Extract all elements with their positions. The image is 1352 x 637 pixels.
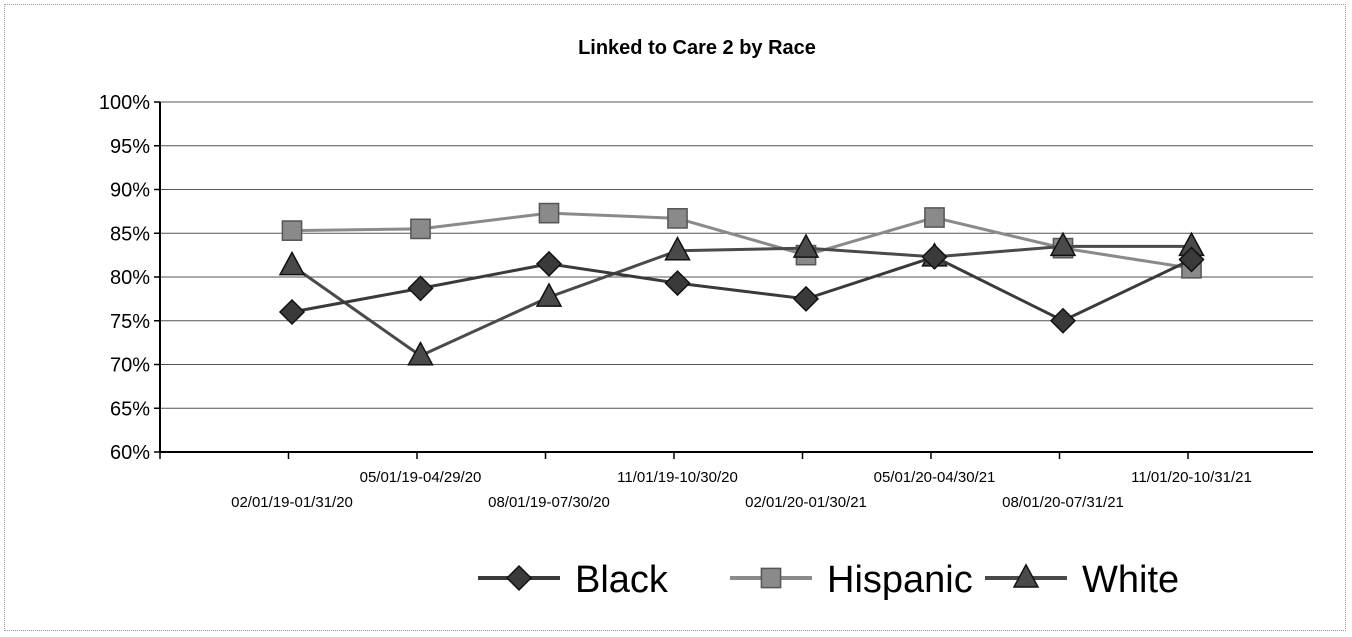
- data-point-black: [921, 243, 948, 270]
- data-point-black: [1049, 307, 1077, 334]
- series-hispanic: [281, 202, 1202, 279]
- legend-marker-hispanic: [760, 567, 782, 589]
- gridlines: [160, 101, 1313, 409]
- data-point-black: [664, 270, 691, 297]
- data-point-black: [407, 275, 434, 302]
- chart-title: Linked to Care 2 by Race: [578, 37, 816, 59]
- data-point-black: [278, 298, 306, 326]
- data-point-white: [407, 340, 434, 366]
- data-point-hispanic: [667, 208, 688, 229]
- data-point-black: [1178, 246, 1205, 273]
- series-line-white: [291, 244, 1192, 358]
- y-tick-label: 90%: [110, 180, 150, 202]
- y-tick-label: 100%: [99, 92, 150, 114]
- legend-label: Hispanic: [827, 559, 973, 601]
- x-tick-label: 11/01/19-10/30/20: [617, 469, 738, 486]
- series-line-black: [291, 255, 1193, 323]
- y-tick-label: 60%: [110, 442, 150, 464]
- legend-label: Black: [575, 559, 669, 601]
- legend-label: White: [1082, 559, 1179, 601]
- axes: [154, 101, 1313, 459]
- series-black: [278, 243, 1205, 334]
- data-point-hispanic: [281, 220, 303, 241]
- legend-item-hispanic: Hispanic: [730, 559, 973, 601]
- data-point-black: [535, 250, 563, 277]
- data-point-black: [792, 285, 820, 312]
- y-tick-label: 70%: [110, 355, 150, 377]
- legend-item-black: Black: [478, 559, 669, 601]
- data-point-white: [1049, 231, 1077, 257]
- y-tick-label: 65%: [110, 398, 150, 420]
- x-axis-ticks: 02/01/19-01/31/20 05/01/19-04/29/20 08/01/…: [231, 469, 1252, 511]
- legend-marker-black: [505, 564, 533, 592]
- x-tick-label: 05/01/20-04/30/21: [874, 469, 996, 486]
- series-line-hispanic: [291, 211, 1192, 270]
- data-point-white: [535, 282, 563, 307]
- x-tick-label: 02/01/19-01/31/20: [231, 494, 353, 511]
- x-tick-label: 08/01/19-07/30/20: [488, 494, 610, 511]
- data-point-white: [664, 235, 691, 261]
- data-point-hispanic: [538, 202, 560, 224]
- y-tick-label: 85%: [110, 223, 150, 245]
- data-point-white: [278, 250, 306, 276]
- y-tick-label: 95%: [110, 136, 150, 158]
- x-tick-label: 11/01/20-10/31/21: [1131, 469, 1252, 486]
- legend-marker-white: [1012, 563, 1040, 588]
- data-point-hispanic: [410, 218, 431, 240]
- legend: Black Hispanic White: [478, 559, 1179, 601]
- series-layer: [278, 202, 1205, 366]
- y-axis-ticks: 60% 65% 70% 75% 80% 85% 90% 95% 100%: [99, 92, 150, 464]
- y-tick-label: 80%: [110, 267, 150, 289]
- x-tick-label: 08/01/20-07/31/21: [1002, 494, 1124, 511]
- data-point-hispanic: [924, 207, 945, 228]
- data-point-white: [792, 233, 820, 258]
- series-white: [278, 231, 1205, 366]
- chart-frame: [4, 4, 1346, 631]
- x-tick-label: 05/01/19-04/29/20: [360, 469, 482, 486]
- legend-item-white: White: [985, 559, 1179, 601]
- x-tick-label: 02/01/20-01/30/21: [745, 494, 867, 511]
- y-tick-label: 75%: [110, 311, 150, 333]
